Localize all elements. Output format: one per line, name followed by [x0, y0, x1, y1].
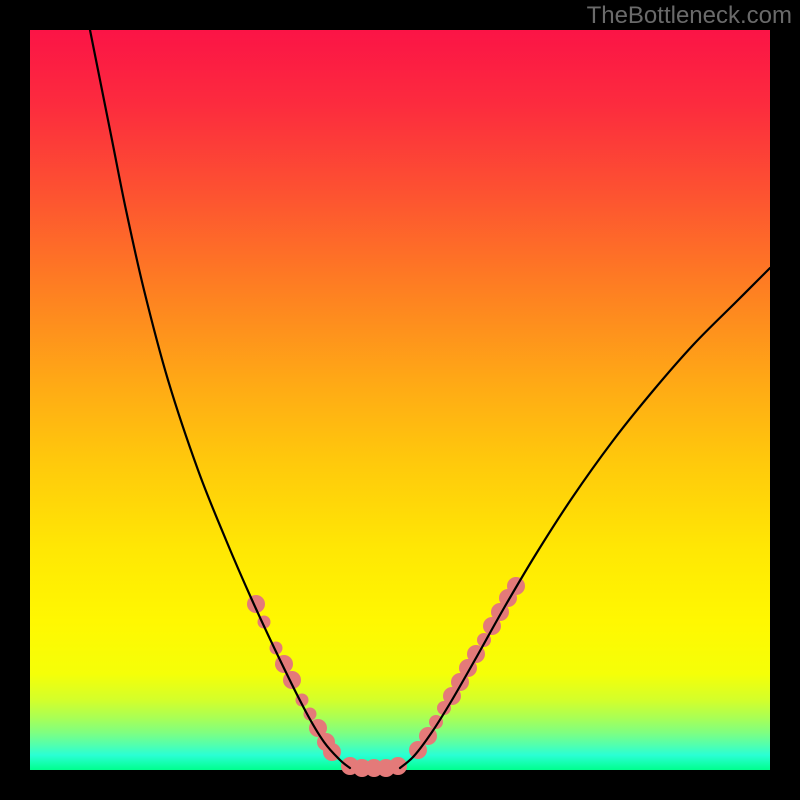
chart-container: TheBottleneck.com [0, 0, 800, 800]
plot-background [30, 30, 770, 770]
watermark-text: TheBottleneck.com [587, 2, 792, 30]
bottleneck-chart [0, 0, 800, 800]
